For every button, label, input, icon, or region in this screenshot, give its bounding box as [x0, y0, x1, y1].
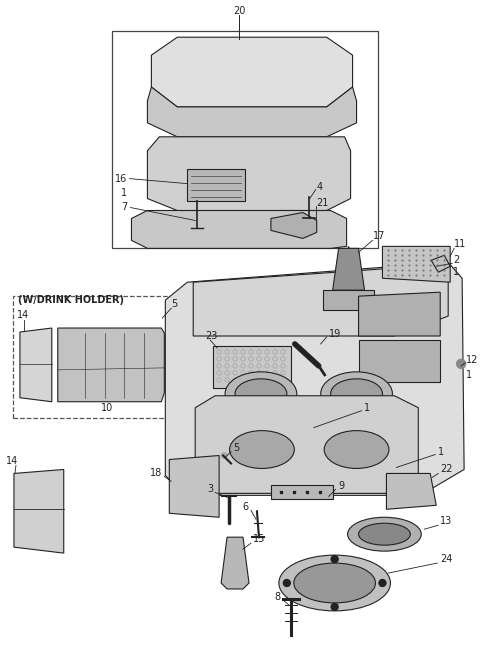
Polygon shape: [147, 137, 350, 210]
Ellipse shape: [331, 379, 383, 409]
Text: (W/DRINK HOLDER): (W/DRINK HOLDER): [18, 295, 124, 305]
Ellipse shape: [348, 517, 421, 551]
Text: 11: 11: [454, 239, 467, 249]
Polygon shape: [14, 470, 64, 553]
Polygon shape: [336, 247, 360, 290]
Text: 15: 15: [253, 534, 265, 544]
Polygon shape: [151, 37, 353, 107]
Circle shape: [456, 360, 466, 368]
Polygon shape: [147, 87, 357, 137]
Circle shape: [331, 603, 338, 610]
Text: 14: 14: [6, 456, 18, 466]
Text: 13: 13: [440, 516, 453, 526]
Polygon shape: [58, 328, 164, 402]
Text: 3: 3: [207, 485, 213, 495]
Text: 19: 19: [329, 329, 341, 339]
Polygon shape: [20, 328, 52, 402]
Text: 18: 18: [150, 468, 162, 478]
Polygon shape: [193, 264, 448, 336]
Text: 22: 22: [440, 464, 453, 474]
Ellipse shape: [359, 523, 410, 545]
Text: 1: 1: [438, 446, 444, 456]
Circle shape: [221, 452, 228, 459]
Text: 6: 6: [243, 502, 249, 512]
Polygon shape: [165, 262, 464, 495]
Polygon shape: [213, 346, 291, 388]
Text: 24: 24: [440, 554, 453, 564]
Text: 20: 20: [233, 6, 245, 16]
Polygon shape: [221, 537, 249, 589]
Text: 10: 10: [101, 403, 114, 413]
Text: 17: 17: [372, 231, 385, 241]
Polygon shape: [195, 396, 418, 493]
Bar: [111, 31, 378, 249]
Bar: [13, 296, 208, 418]
Text: 12: 12: [466, 355, 479, 365]
Ellipse shape: [235, 379, 287, 409]
Text: 8: 8: [275, 592, 281, 602]
Text: 14: 14: [17, 310, 29, 320]
Text: 5: 5: [171, 299, 178, 309]
Text: 5: 5: [233, 443, 240, 452]
Text: 16: 16: [115, 173, 128, 183]
Polygon shape: [386, 474, 436, 509]
Text: 9: 9: [338, 481, 345, 491]
Polygon shape: [271, 212, 317, 239]
Ellipse shape: [229, 431, 294, 468]
Circle shape: [331, 556, 338, 562]
Text: 23: 23: [205, 331, 217, 341]
Ellipse shape: [321, 372, 393, 416]
Polygon shape: [359, 340, 440, 382]
Circle shape: [379, 579, 386, 587]
Text: 21: 21: [317, 198, 329, 208]
Ellipse shape: [294, 563, 375, 603]
Circle shape: [283, 579, 290, 587]
Ellipse shape: [324, 431, 389, 468]
Polygon shape: [359, 292, 440, 336]
Polygon shape: [132, 210, 347, 249]
Text: 1: 1: [466, 370, 472, 380]
Text: 2: 2: [453, 255, 459, 265]
Polygon shape: [323, 290, 374, 310]
Polygon shape: [383, 247, 450, 282]
Text: 1: 1: [121, 187, 128, 198]
Text: 4: 4: [317, 181, 323, 192]
Polygon shape: [431, 255, 450, 272]
Ellipse shape: [225, 372, 297, 416]
Text: 1: 1: [453, 267, 459, 278]
Polygon shape: [187, 169, 245, 200]
Text: 7: 7: [121, 202, 128, 212]
Text: 1: 1: [363, 403, 370, 413]
Ellipse shape: [279, 555, 390, 611]
Polygon shape: [333, 249, 364, 290]
Polygon shape: [169, 456, 219, 517]
Bar: [271, 485, 333, 499]
